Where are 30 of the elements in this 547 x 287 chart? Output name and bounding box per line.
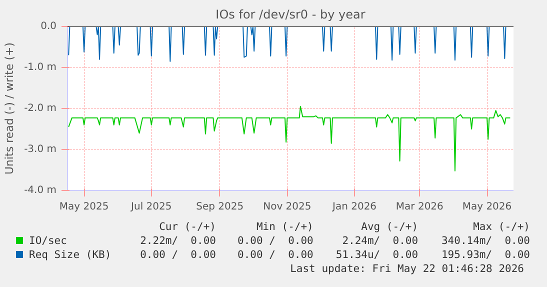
x-tick-label: Nov 2025	[263, 202, 312, 212]
legend-label: Req Size (KB)	[28, 248, 112, 262]
line-series	[68, 106, 511, 172]
text: 0.00 / 0.00	[236, 234, 314, 248]
text: 340.14m/ 0.00	[440, 234, 531, 248]
y-tick-label: -2.0 m	[24, 103, 57, 114]
text: Last update: Fri May 22 01:46:28 2026	[289, 262, 525, 277]
text: 0.00 / 0.00	[236, 248, 314, 262]
y-tick-label: -4.0 m	[24, 185, 57, 196]
y-tick-label: -1.0 m	[24, 62, 57, 73]
x-tick-label: Mar 2026	[396, 202, 444, 212]
x-tick-label: Jul 2025	[130, 202, 172, 212]
y-tick-label: 0.0	[40, 21, 57, 32]
x-tick-label: Sep 2025	[196, 202, 244, 212]
x-tick-label: Jan 2026	[332, 202, 377, 212]
text: Avg (-/+)	[360, 220, 420, 234]
text: Max (-/+)	[472, 220, 531, 234]
text: 195.93m/ 0.00	[440, 248, 531, 262]
chart-title: IOs for /dev/sr0 - by year	[216, 8, 366, 22]
text: 2.24m/ 0.00	[341, 234, 420, 248]
x-tick-label: May 2025	[59, 202, 109, 212]
text: 2.22m/ 0.00	[139, 234, 217, 248]
y-axis-title: Units read (-) / write (+)	[3, 42, 16, 175]
y-tick-label: -3.0 m	[24, 144, 57, 155]
text: 0.00 / 0.00	[139, 248, 217, 262]
text: Min (-/+)	[255, 220, 314, 234]
text: Cur (-/+)	[158, 220, 217, 234]
text: 51.34u/ 0.00	[334, 248, 420, 262]
x-tick-label: May 2026	[462, 202, 512, 212]
legend-label: IO/sec	[28, 234, 68, 248]
